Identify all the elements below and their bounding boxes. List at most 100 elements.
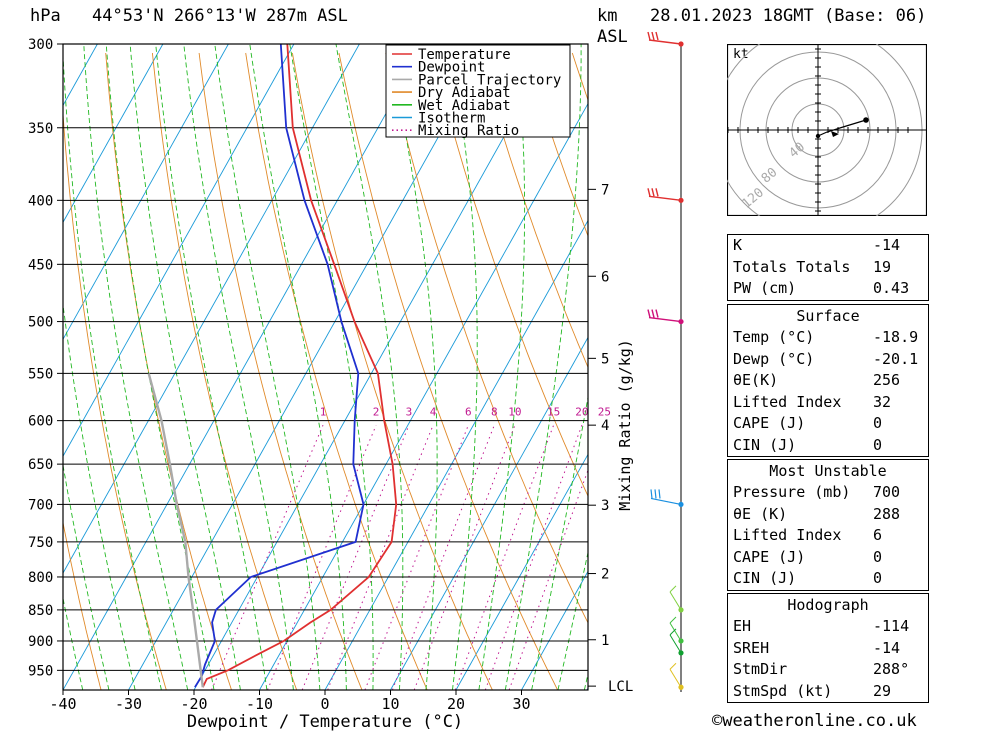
legend-label: Wet Adiabat: [418, 98, 511, 114]
mixing-ratio-label: 15: [547, 406, 560, 419]
km-tick-label: 6: [601, 269, 609, 285]
mixing-ratio-line: [413, 425, 516, 690]
dry-adiabat-line: [245, 52, 428, 690]
index-row-k: K -14: [733, 236, 901, 254]
isotherm-line: [63, 44, 360, 575]
pressure-tick-label: 450: [28, 257, 53, 273]
dry-adiabat-line: [478, 52, 588, 369]
km-tick-label: LCL: [608, 679, 633, 695]
wet-adiabat-line: [63, 462, 110, 690]
dry-adiabat-line: [431, 52, 588, 498]
x-tick-label: 10: [381, 695, 399, 713]
wet-adiabat-line: [388, 44, 438, 690]
indices-table: K -14 Totals Totals 19 PW (cm) 0.43: [727, 234, 929, 301]
mixing-ratio-line: [327, 425, 434, 690]
mixing-ratio-label: 3: [406, 406, 413, 419]
copyright-footer[interactable]: ©weatheronline.co.uk: [712, 711, 917, 731]
pressure-tick-label: 300: [28, 37, 53, 53]
mixing-ratio-line: [301, 425, 410, 690]
wind-barb: [647, 309, 684, 325]
dry-adiabat-line: [151, 52, 298, 690]
wet-adiabat-line: [155, 44, 268, 690]
surface-row: CAPE (J) 0: [733, 414, 883, 432]
surface-table: Surface Temp (°C) -18.9 Dewp (°C) -20.1 θE…: [727, 304, 929, 457]
x-tick-label: -40: [49, 695, 76, 713]
legend-label: Mixing Ratio: [418, 123, 519, 139]
wind-barb: [647, 188, 684, 203]
dry-adiabat-line: [63, 520, 102, 690]
isotherm-line: [521, 570, 588, 690]
dry-adiabat-line: [525, 52, 588, 238]
hodograph-point-top: [863, 117, 869, 123]
hpa-unit-label: hPa: [30, 6, 61, 26]
skew-t-chart: 1 2 3 4 6 8 10 15 20 25 3003504004505005506006507…: [0, 31, 701, 732]
wet-adiabat-line: [183, 44, 294, 690]
dry-adiabat-line: [666, 53, 700, 690]
mixing-ratio-line: [364, 425, 469, 690]
hodograph-row: StmDir 288°: [733, 660, 910, 678]
mixing-ratio-label: 2: [373, 406, 380, 419]
index-row-totals: Totals Totals 19: [733, 257, 892, 276]
surface-row: θE(K) 256: [733, 371, 901, 389]
mixing-ratio-label: 10: [508, 406, 521, 419]
parcel-trajectory-profile: [147, 373, 204, 688]
dry-adiabat-line: [291, 52, 493, 690]
isotherm-line: [390, 336, 588, 690]
surface-title: Surface: [796, 307, 860, 325]
wind-barb: [669, 628, 684, 656]
legend-label: Isotherm: [418, 111, 485, 127]
hodograph-point-start: [815, 133, 821, 139]
isotherm-line: [63, 44, 426, 690]
wet-adiabat-line: [105, 44, 215, 690]
wet-adiabat-line: [0, 44, 30, 690]
x-axis-label: Dewpoint / Temperature (°C): [187, 712, 463, 732]
legend-label: Dewpoint: [418, 60, 485, 76]
wet-adiabat-line: [335, 44, 404, 690]
km-tick-label: 7: [601, 182, 609, 198]
mixing-ratio-line: [454, 425, 555, 690]
wet-adiabat-line: [289, 44, 374, 690]
hodograph-plot: kt 40 80 120: [727, 44, 927, 216]
most-unstable-row: Pressure (mb) 700: [733, 483, 901, 501]
legend-label: Dry Adiabat: [418, 85, 511, 101]
isotherm-line: [63, 44, 295, 458]
km-unit-label: km: [597, 6, 618, 26]
most-unstable-row: CIN (J) 0: [733, 569, 883, 587]
dry-adiabat-line: [63, 109, 167, 690]
wet-adiabat-line: [557, 550, 588, 690]
storm-motion-marker: [831, 131, 839, 137]
mixing-ratio-axis-label: Mixing Ratio (g/kg): [616, 339, 634, 511]
pressure-tick-label: 350: [28, 121, 53, 137]
km-tick-label: 2: [601, 567, 609, 583]
hodograph-trace: [817, 119, 867, 137]
hodograph-table-title: Hodograph: [787, 596, 869, 614]
pressure-tick-label: 800: [28, 570, 53, 586]
wet-adiabat-line: [531, 395, 588, 690]
mixing-ratio-label: 4: [430, 406, 437, 419]
hodograph-table: Hodograph EH -114 SREH -14 StmDir 288° StmS…: [727, 593, 929, 703]
mixing-ratio-line: [484, 425, 583, 690]
wet-adiabat-line: [214, 44, 321, 690]
wet-adiabat-line: [83, 44, 189, 690]
wind-barb: [669, 616, 684, 644]
mixing-ratio-label: 1: [320, 406, 327, 419]
station-location: 44°53'N 266°13'W 287m ASL: [92, 6, 348, 26]
km-tick-label: 3: [601, 498, 609, 514]
wet-adiabat-line: [63, 596, 84, 690]
wet-adiabat-line: [63, 47, 162, 690]
wet-adiabat-line: [249, 44, 347, 690]
wind-barb: [647, 31, 684, 47]
mixing-ratio-line: [267, 425, 377, 690]
isotherm-line: [653, 44, 701, 690]
most-unstable-title: Most Unstable: [769, 462, 887, 480]
dry-adiabat-line: [338, 52, 559, 690]
mixing-ratio-label: 8: [491, 406, 498, 419]
x-tick-label: 0: [320, 695, 329, 713]
surface-row: Temp (°C) -18.9: [733, 328, 919, 346]
pressure-tick-label: 850: [28, 603, 53, 619]
pressure-tick-label: 650: [28, 457, 53, 473]
mixing-ratio-line: [391, 425, 495, 690]
asl-unit-label: ASL: [597, 27, 628, 47]
mixing-ratio-label: 20: [575, 406, 588, 419]
